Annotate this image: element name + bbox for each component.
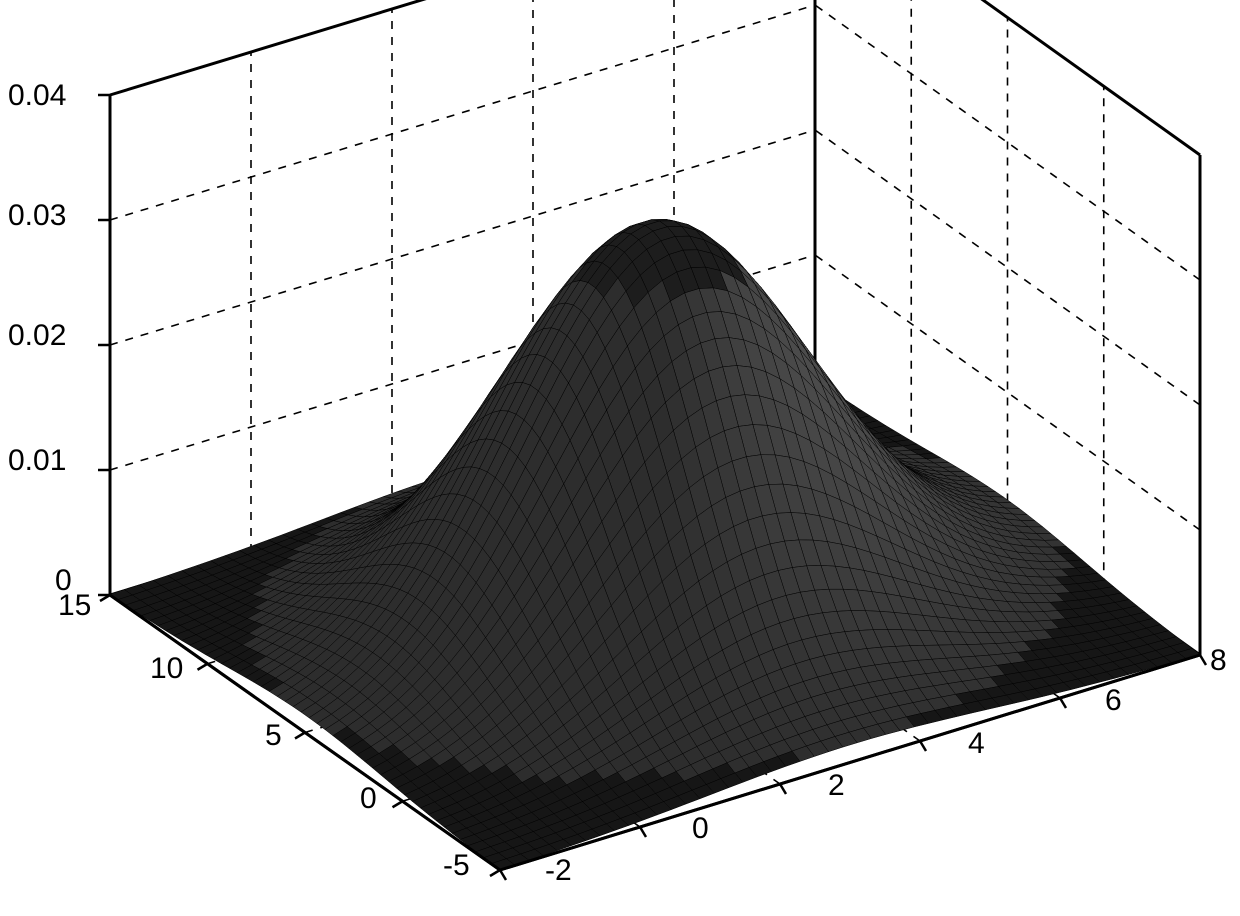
x-tick-label: -2 [545, 854, 572, 888]
y-tick-label: 0 [360, 782, 377, 816]
x-tick-label: 0 [692, 812, 709, 846]
x-tick-label: 8 [1210, 644, 1227, 678]
z-tick-label: 0.04 [8, 79, 66, 113]
x-tick-label: 2 [828, 769, 845, 803]
y-tick-label: -5 [443, 849, 470, 883]
z-tick-label: 0.01 [8, 444, 66, 478]
surface-3d-chart: 00.010.020.030.04151050-5-202468 [0, 0, 1240, 916]
chart-svg [0, 0, 1240, 916]
x-tick-label: 4 [968, 727, 985, 761]
y-tick-label: 15 [58, 589, 91, 623]
z-tick-label: 0.02 [8, 319, 66, 353]
y-tick-label: 5 [265, 719, 282, 753]
z-tick-label: 0.03 [8, 199, 66, 233]
surface-mesh [110, 219, 1200, 869]
y-tick-label: 10 [150, 652, 183, 686]
x-tick-label: 6 [1105, 684, 1122, 718]
